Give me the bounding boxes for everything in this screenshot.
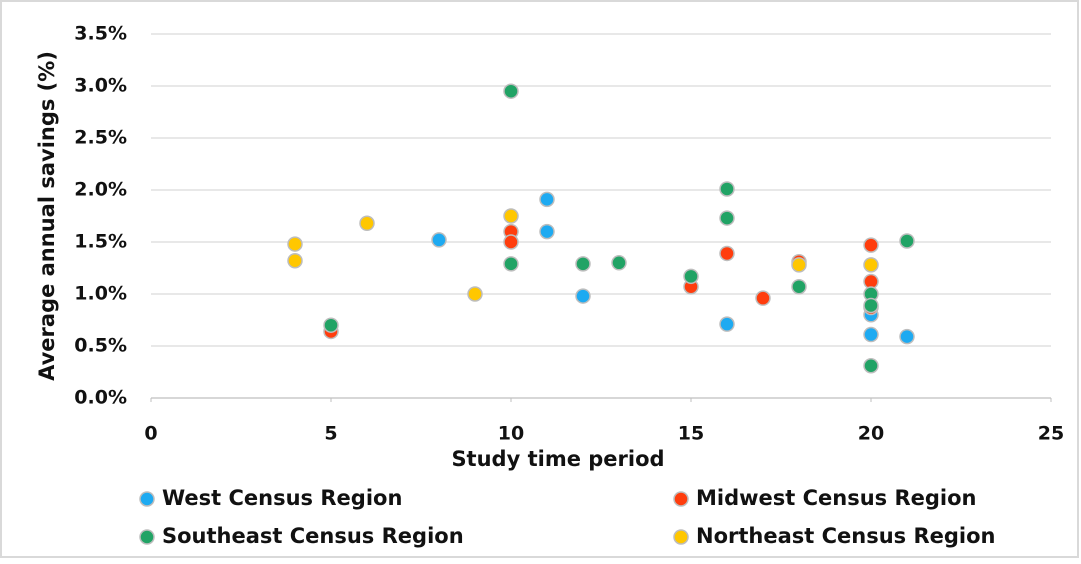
point bbox=[863, 257, 879, 273]
y-tick-label: 3.5% bbox=[74, 23, 127, 45]
point bbox=[431, 232, 447, 248]
point bbox=[791, 257, 807, 273]
y-tick-label: 3.0% bbox=[74, 75, 127, 97]
point bbox=[899, 233, 915, 249]
point bbox=[539, 191, 555, 208]
legend-marker bbox=[139, 491, 155, 507]
legend-label: Southeast Census Region bbox=[162, 524, 464, 548]
point bbox=[899, 328, 915, 345]
point bbox=[719, 210, 735, 226]
point bbox=[323, 317, 339, 333]
x-tick-label: 25 bbox=[1038, 423, 1064, 445]
y-axis-label: Average annual savings (%) bbox=[35, 51, 59, 381]
point bbox=[503, 83, 519, 99]
y-tick-label: 2.5% bbox=[74, 127, 127, 149]
y-tick-label: 0.5% bbox=[74, 335, 127, 357]
point bbox=[359, 215, 375, 232]
point bbox=[287, 252, 303, 269]
legend-marker bbox=[673, 529, 689, 545]
point bbox=[791, 278, 807, 295]
point bbox=[503, 208, 519, 224]
y-tick-label: 1.5% bbox=[74, 231, 127, 253]
x-tick-label: 5 bbox=[324, 423, 337, 445]
point bbox=[467, 286, 483, 302]
point bbox=[863, 237, 879, 253]
legend-label: Northeast Census Region bbox=[696, 524, 996, 548]
x-axis-label: Study time period bbox=[451, 447, 664, 471]
point bbox=[863, 358, 879, 374]
x-tick-label: 15 bbox=[678, 423, 704, 445]
y-tick-label: 2.0% bbox=[74, 179, 127, 201]
x-tick-label: 20 bbox=[858, 423, 884, 445]
point bbox=[287, 236, 303, 252]
legend-marker bbox=[139, 529, 155, 545]
x-tick-label: 0 bbox=[144, 423, 157, 445]
point bbox=[575, 256, 591, 272]
x-tick-label: 10 bbox=[498, 423, 524, 445]
y-tick-label: 1.0% bbox=[74, 283, 127, 305]
point bbox=[755, 290, 771, 306]
point bbox=[539, 223, 555, 240]
y-tick-label: 0.0% bbox=[74, 387, 127, 409]
point bbox=[611, 255, 627, 271]
point bbox=[863, 326, 879, 343]
point bbox=[575, 288, 591, 304]
point bbox=[719, 245, 735, 262]
point bbox=[503, 234, 519, 250]
point bbox=[683, 268, 699, 285]
legend-marker bbox=[673, 491, 689, 507]
point bbox=[503, 256, 519, 272]
legend-label: West Census Region bbox=[162, 486, 402, 510]
point bbox=[863, 297, 879, 314]
point bbox=[719, 181, 735, 197]
legend-label: Midwest Census Region bbox=[696, 486, 977, 510]
point bbox=[719, 316, 735, 332]
